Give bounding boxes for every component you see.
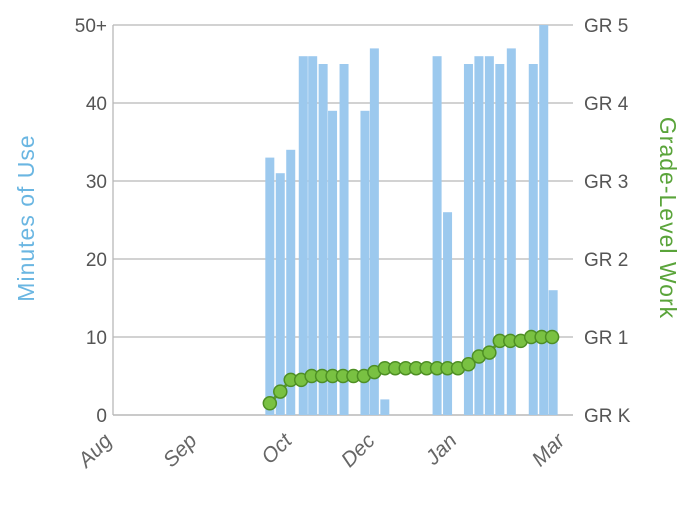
minutes-bar	[539, 25, 549, 415]
minutes-bar	[308, 56, 318, 415]
left-tick-label: 20	[86, 250, 107, 271]
grade-point	[461, 357, 476, 372]
right-axis-title: Grade-Level Work	[655, 117, 681, 319]
x-tick-label: Sep	[159, 429, 202, 472]
right-tick-label: GR 3	[584, 172, 628, 193]
minutes-bar	[318, 64, 328, 415]
minutes-bar	[328, 110, 338, 416]
left-tick-label: 50+	[75, 16, 107, 37]
minutes-bar	[463, 64, 473, 415]
right-tick-label: GR 4	[584, 94, 629, 115]
minutes-bar	[548, 290, 558, 415]
minutes-bar	[474, 56, 484, 415]
minutes-bar	[484, 56, 494, 415]
right-tick-label: GR 1	[584, 328, 628, 349]
left-tick-label: 10	[86, 328, 107, 349]
grade-point	[544, 329, 560, 345]
x-tick-label: Dec	[337, 429, 380, 472]
minutes-bar	[495, 64, 505, 415]
minutes-bar	[506, 48, 516, 416]
right-tick-label: GR 2	[584, 250, 628, 271]
left-axis-title: Minutes of Use	[13, 134, 39, 301]
grade-point	[262, 396, 278, 411]
x-tick-label: Aug	[72, 429, 116, 473]
left-tick-label: 40	[86, 94, 107, 115]
grade-level-line	[262, 329, 560, 411]
x-tick-label: Mar	[528, 429, 571, 472]
right-tick-label: GR 5	[584, 16, 628, 37]
minutes-bar	[286, 149, 296, 416]
minutes-bar	[265, 157, 275, 415]
minutes-bar	[432, 56, 442, 415]
minutes-bars	[265, 25, 558, 416]
x-tick-label: Oct	[257, 428, 297, 468]
grade-point	[482, 345, 497, 360]
minutes-bar	[298, 56, 308, 415]
minutes-bar	[528, 64, 538, 415]
left-tick-label: 30	[86, 172, 107, 193]
grade-point	[273, 384, 288, 399]
right-tick-label: GR K	[584, 406, 631, 427]
x-tick-label: Jan	[421, 429, 462, 470]
minutes-bar	[369, 48, 379, 416]
minutes-bar	[339, 64, 349, 415]
minutes-bar	[360, 110, 370, 416]
minutes-bar	[443, 212, 453, 415]
left-tick-label: 0	[96, 406, 107, 427]
minutes-bar	[380, 399, 390, 415]
minutes-bar	[275, 173, 285, 415]
